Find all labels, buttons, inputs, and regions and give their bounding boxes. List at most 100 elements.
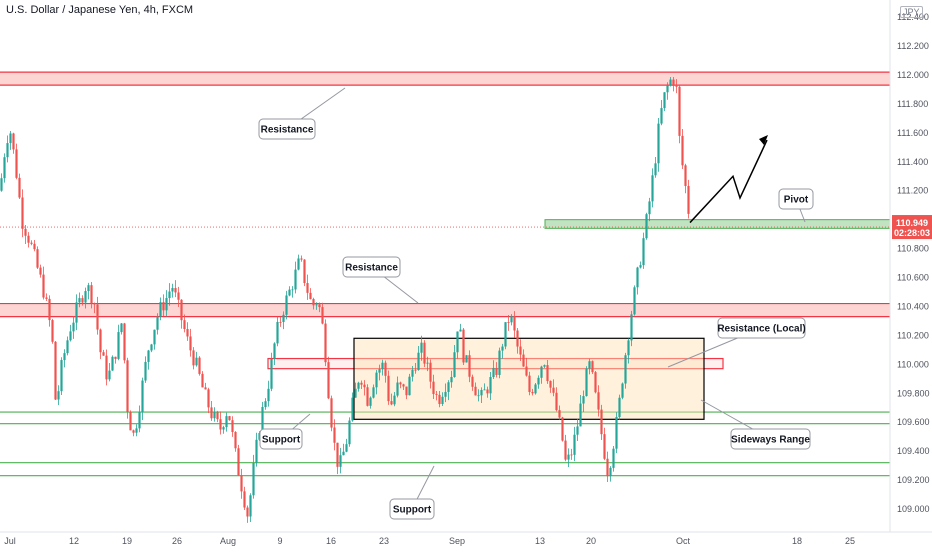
candle-body	[396, 382, 399, 396]
resistance-local-callout-box	[717, 317, 806, 339]
candle-body	[189, 336, 192, 351]
candle-body	[480, 389, 483, 396]
candle-body	[513, 315, 516, 331]
x-tick-label: 13	[535, 536, 545, 546]
candle-body	[591, 361, 594, 373]
candle-body	[369, 397, 372, 406]
candle-body	[183, 320, 186, 330]
candle-body	[546, 365, 549, 382]
candle-body	[405, 386, 408, 396]
candle-body	[372, 387, 375, 398]
candle-body	[381, 362, 384, 370]
candle-body	[681, 135, 684, 166]
candle-body	[378, 369, 381, 373]
candle-body	[363, 384, 366, 388]
candle-body	[432, 381, 435, 395]
candle-body	[615, 417, 618, 449]
candle-body	[504, 322, 507, 347]
candle-body	[108, 370, 111, 380]
candle-body	[291, 289, 294, 291]
candle-body	[270, 358, 273, 389]
candle-body	[654, 163, 657, 176]
candle-body	[666, 85, 669, 93]
support-mid-callout-label: Support	[262, 435, 301, 446]
candle-body	[558, 410, 561, 418]
candle-body	[435, 394, 438, 395]
candle-body	[132, 430, 135, 433]
candle-body	[597, 392, 600, 410]
y-tick-label: 111.600	[897, 128, 928, 138]
candle-body	[96, 304, 99, 330]
candle-body	[288, 289, 291, 296]
candle-body	[627, 340, 630, 356]
candle-body	[237, 448, 240, 476]
candle-body	[366, 387, 369, 406]
candle-body	[147, 350, 150, 362]
candle-body	[141, 380, 144, 413]
candle-body	[444, 391, 447, 397]
candle-body	[660, 108, 663, 124]
candle-body	[273, 343, 276, 359]
candle-body	[570, 454, 573, 456]
y-tick-label: 110.200	[897, 330, 929, 340]
candle-body	[246, 507, 249, 517]
y-tick-label: 109.600	[897, 417, 930, 427]
candle-body	[594, 372, 597, 393]
candle-body	[411, 369, 414, 377]
candle-body	[534, 384, 537, 394]
y-tick-label: 110.000	[897, 359, 929, 369]
candle-body	[294, 269, 297, 290]
candle-body	[318, 304, 321, 308]
candle-body	[510, 315, 513, 323]
candle-body	[219, 419, 222, 430]
candle-body	[195, 357, 198, 366]
candle-body	[477, 395, 480, 397]
candle-body	[135, 428, 138, 433]
candle-body	[21, 197, 24, 229]
candle-body	[657, 123, 660, 164]
candle-body	[177, 292, 180, 300]
candle-body	[168, 291, 171, 299]
candle-body	[414, 369, 417, 371]
candle-body	[213, 412, 216, 419]
candle-body	[630, 314, 633, 341]
candle-body	[261, 407, 264, 434]
candle-body	[399, 382, 402, 385]
candle-body	[459, 329, 462, 332]
candle-body	[0, 178, 3, 191]
sideways-range-callout-label: Sideways Range	[731, 435, 810, 446]
candle-body	[531, 391, 534, 394]
candle-body	[117, 332, 120, 359]
candle-body	[216, 412, 219, 420]
candle-body	[612, 448, 615, 468]
y-tick-label: 110.400	[897, 301, 929, 311]
candle-body	[330, 398, 333, 428]
resistance-zone	[0, 72, 890, 86]
candle-body	[489, 377, 492, 394]
candle-body	[186, 329, 189, 337]
candle-body	[486, 389, 489, 394]
candle-body	[606, 458, 609, 477]
candle-body	[684, 165, 687, 186]
candle-body	[24, 228, 27, 236]
candle-body	[222, 427, 225, 430]
candle-body	[252, 463, 255, 496]
x-tick-label: 16	[326, 536, 336, 546]
projection-arrowhead	[759, 135, 768, 145]
candle-body	[483, 389, 486, 391]
candle-body	[639, 265, 642, 268]
candle-body	[390, 401, 393, 405]
current-price-countdown: 02:28:03	[894, 228, 930, 238]
currency-badge[interactable]: JPY	[900, 6, 923, 18]
candle-body	[342, 451, 345, 456]
resistance-mid-callout-label: Resistance	[345, 263, 398, 274]
candle-body	[501, 346, 504, 351]
candle-body	[495, 367, 498, 375]
candle-body	[111, 356, 114, 371]
candle-body	[468, 355, 471, 377]
candle-body	[300, 258, 303, 260]
candle-body	[456, 331, 459, 353]
